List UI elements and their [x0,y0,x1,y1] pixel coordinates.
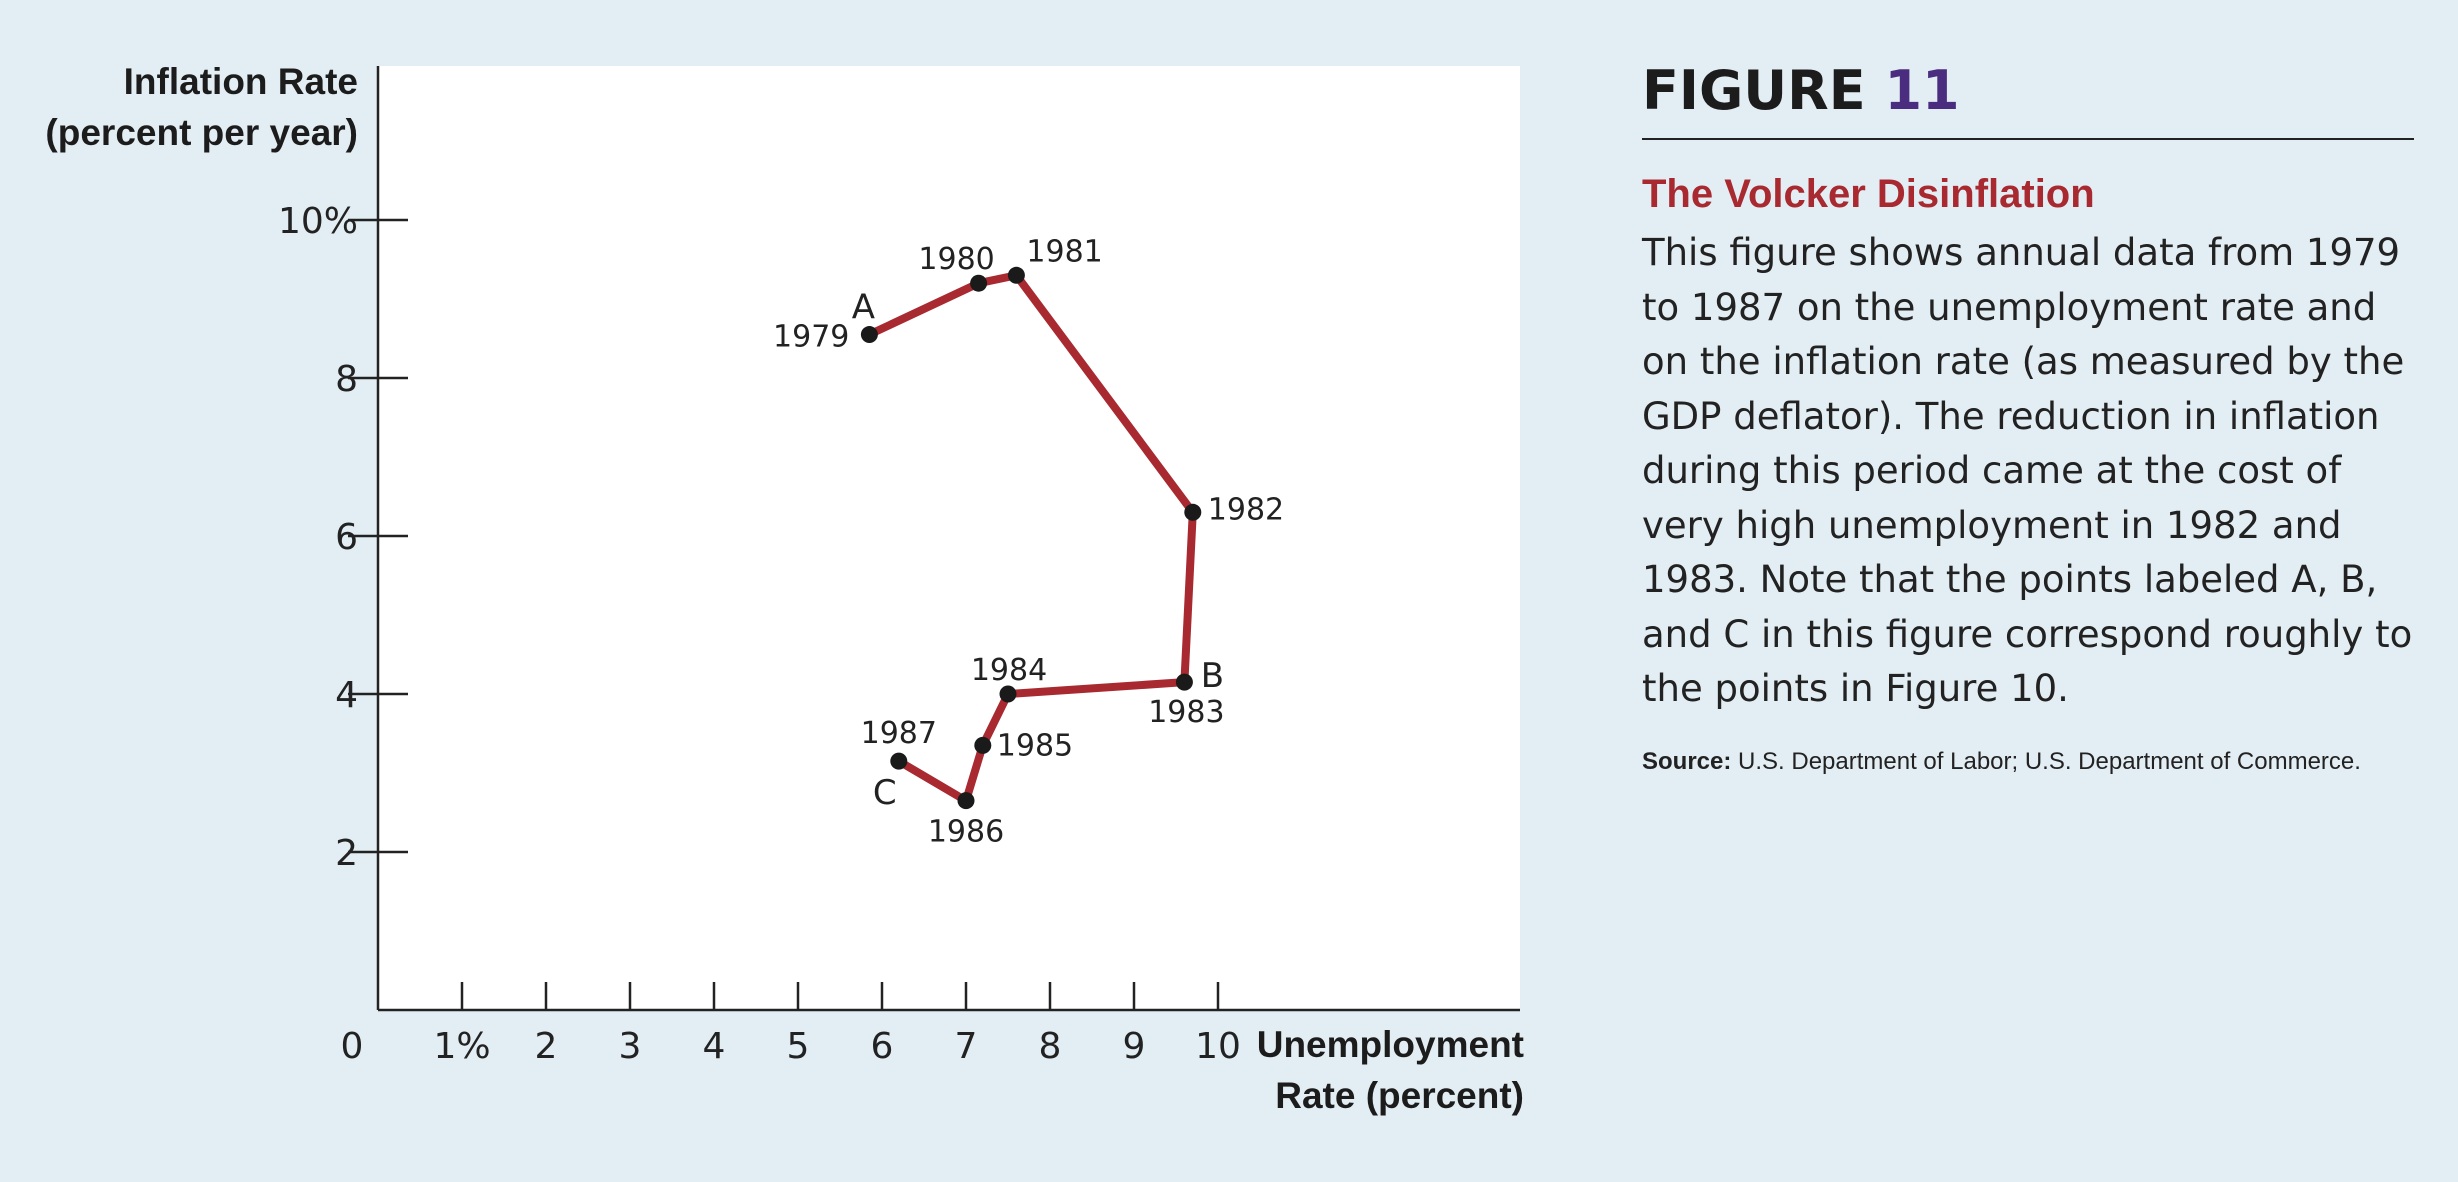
series [860,266,1202,810]
year-label: 1985 [997,728,1073,763]
y-tick-label: 6 [335,517,358,558]
data-point-marker [890,752,908,770]
source-label: Source: [1642,747,1732,775]
x-ticks: 1% 2 3 4 5 6 7 8 9 10 [433,982,1241,1067]
x-tick-label: 10 [1195,1026,1241,1067]
y-ticks: 2 4 6 8 10% [278,201,408,874]
year-label: 1986 [928,815,1004,850]
year-label: 1981 [1026,234,1102,269]
y-axis-title-line2: (percent per year) [45,112,358,153]
y-tick-label: 2 [335,833,358,874]
year-label: 1987 [861,716,937,751]
data-point-marker [970,274,988,292]
x-tick-label: 9 [1123,1026,1146,1067]
data-point-marker [999,685,1017,703]
data-point-marker [1007,266,1025,284]
data-point-marker [1184,503,1202,521]
plot-area [378,66,1520,1010]
x-axis-title-line1: Unemployment [1257,1024,1524,1065]
point-letter-label: A [852,288,875,328]
data-point-marker [860,326,878,344]
figure-title: The Volcker Disinflation [1642,172,2095,216]
origin-label: 0 [341,1026,364,1067]
year-label: 1982 [1208,492,1284,527]
data-point-marker [974,736,992,754]
year-label: 1979 [773,320,849,355]
x-tick-label: 5 [787,1026,810,1067]
x-tick-label: 2 [535,1026,558,1067]
x-tick-label: 6 [871,1026,894,1067]
point-letter-label: B [1201,656,1224,696]
year-label: 1984 [971,653,1047,688]
x-axis-title-line2: Rate (percent) [1275,1075,1524,1116]
x-tick-label: 3 [619,1026,642,1067]
figure-caption: This figure shows annual data from 1979 … [1642,231,2413,710]
figure-label: FIGURE [1642,59,1866,122]
y-tick-label: 10% [278,201,358,242]
figure-source: Source: U.S. Department of Labor; U.S. D… [1642,747,2414,777]
y-tick-label: 4 [335,675,358,716]
x-tick-label: 1% [433,1026,490,1067]
y-tick-label: 8 [335,359,358,400]
figure-panel: FIGURE 11 The Volcker Disinflation This … [1642,58,2414,777]
year-label: 1980 [918,242,994,277]
figure-heading: FIGURE 11 [1642,58,2414,140]
source-text: U.S. Department of Labor; U.S. Departmen… [1738,747,2361,775]
x-tick-label: 7 [955,1026,978,1067]
figure-number: 11 [1884,59,1960,122]
point-letter-label: C [873,773,897,813]
y-axis-title-line1: Inflation Rate [124,61,358,102]
volcker-chart: Inflation Rate (percent per year) Unempl… [45,61,1524,1116]
year-label: 1983 [1148,695,1224,730]
x-tick-label: 8 [1039,1026,1062,1067]
data-point-marker [957,792,975,810]
x-tick-label: 4 [703,1026,726,1067]
data-point-marker [1175,673,1193,691]
